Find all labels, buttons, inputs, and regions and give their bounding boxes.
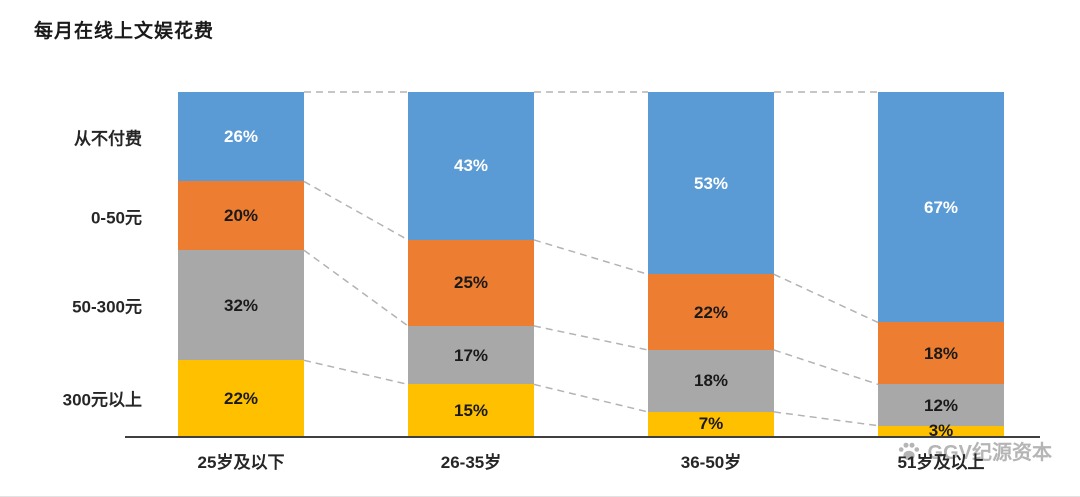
- connector-line: [533, 383, 649, 413]
- bar-segment: 3%: [878, 422, 1004, 439]
- segment-value-label: 67%: [923, 197, 959, 217]
- bar-segment: 18%: [878, 322, 1004, 385]
- segment-value-label: 3%: [928, 421, 954, 441]
- bar-25岁及以下: 26% 20% 32% 22%: [178, 92, 304, 436]
- bar-segment: 7%: [648, 411, 774, 436]
- connector-line: [533, 325, 649, 351]
- connector-line: [303, 249, 409, 327]
- connector-line: [773, 273, 879, 324]
- x-axis-label-51岁及以上: 51岁及以上: [897, 453, 985, 472]
- bar-segment: 53%: [648, 92, 774, 275]
- row-label-从不付费: 从不付费: [74, 129, 142, 149]
- x-axis-label-36-50岁: 36-50岁: [680, 453, 742, 472]
- bar-36-50岁: 53% 22% 18% 7%: [648, 92, 774, 436]
- row-label-300元以上: 300元以上: [62, 390, 142, 410]
- connector-line: [303, 180, 409, 241]
- bar-segment: 22%: [178, 360, 304, 436]
- segment-value-label: 12%: [923, 395, 959, 415]
- segment-value-label: 7%: [698, 414, 724, 434]
- bar-segment: 67%: [878, 92, 1004, 323]
- connector-line: [773, 349, 879, 386]
- bar-segment: 20%: [178, 181, 304, 251]
- segment-value-label: 25%: [453, 273, 489, 293]
- bar-26-35岁: 43% 25% 17% 15%: [408, 92, 534, 436]
- segment-value-label: 22%: [223, 388, 259, 408]
- segment-value-label: 43%: [453, 156, 489, 176]
- chart-title: 每月在线上文娱花费: [34, 21, 215, 42]
- bar-segment: 18%: [648, 349, 774, 412]
- watermark-text: GGV纪源资本: [927, 442, 1052, 464]
- bar-segment: 43%: [408, 92, 534, 240]
- bar-segment: 26%: [178, 92, 304, 182]
- bar-segment: 22%: [648, 274, 774, 350]
- connector-line: [303, 359, 409, 386]
- segment-value-label: 22%: [693, 302, 729, 322]
- bar-segment: 25%: [408, 239, 534, 326]
- bar-51岁及以上: 67% 18% 12% 3%: [878, 92, 1004, 439]
- segment-value-label: 17%: [453, 345, 489, 365]
- row-label-50-300元: 50-300元: [72, 297, 142, 317]
- bar-segment: 15%: [408, 384, 534, 436]
- segment-value-label: 15%: [453, 400, 489, 420]
- x-axis-label-25岁及以下: 25岁及以下: [197, 453, 285, 472]
- x-axis-line: [125, 436, 1040, 438]
- segment-value-label: 32%: [223, 295, 259, 315]
- watermark: GGV纪源资本: [896, 436, 1052, 465]
- paw-icon: [898, 442, 919, 460]
- bar-segment: 32%: [178, 250, 304, 361]
- connector-line: [533, 239, 649, 276]
- segment-value-label: 18%: [923, 343, 959, 363]
- row-label-0-50元: 0-50元: [90, 208, 142, 228]
- bar-segment: 12%: [878, 384, 1004, 426]
- connector-line: [773, 411, 879, 427]
- segment-value-label: 18%: [693, 371, 729, 391]
- segment-value-label: 26%: [223, 127, 259, 147]
- segment-value-label: 53%: [693, 173, 729, 193]
- x-axis-label-26-35岁: 26-35岁: [440, 453, 502, 472]
- segment-value-label: 20%: [223, 206, 259, 226]
- bar-segment: 17%: [408, 325, 534, 385]
